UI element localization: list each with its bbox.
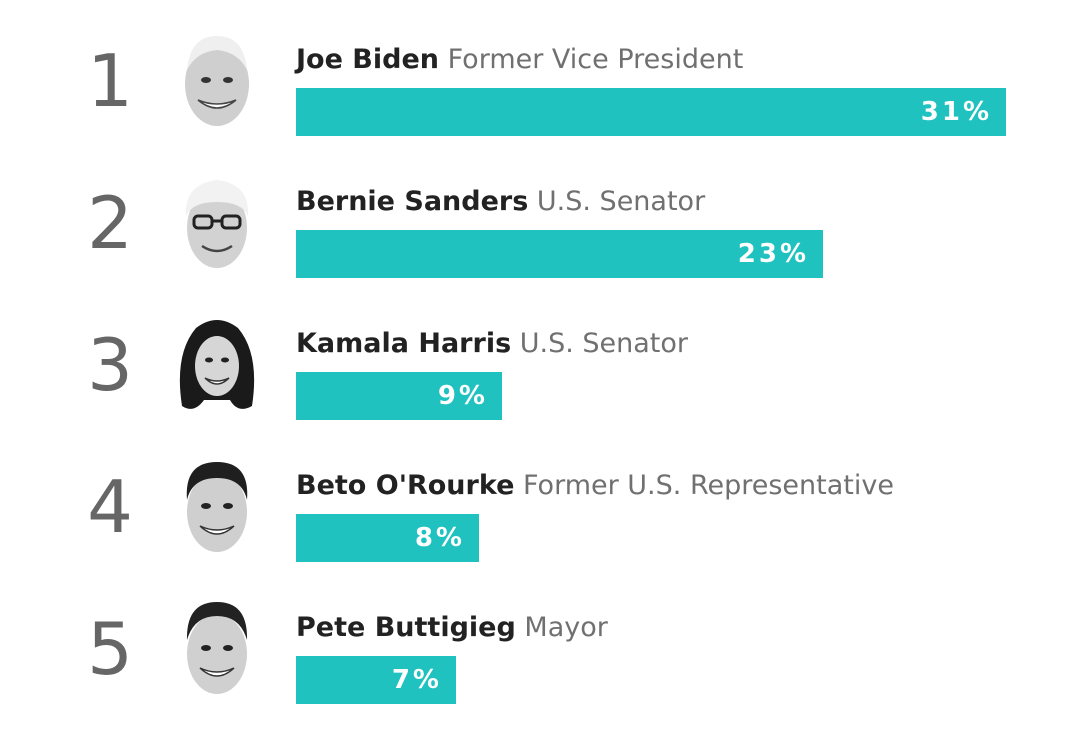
- candidate-row-2: 2 Bernie Sanders U.S. Senator 23%: [0, 172, 1074, 314]
- rank-number: 5: [87, 607, 133, 691]
- bar-kamala-harris: 9%: [296, 372, 502, 420]
- bernie-sanders-portrait: [178, 172, 256, 272]
- candidate-role: U.S. Senator: [536, 186, 706, 217]
- bar-value-label: 31%: [920, 97, 992, 127]
- beto-orourke-portrait: [178, 456, 256, 556]
- candidate-role: Former Vice President: [447, 44, 744, 75]
- rank-number: 1: [87, 39, 133, 123]
- pete-buttigieg-portrait: [178, 598, 256, 698]
- kamala-harris-portrait: [178, 314, 256, 414]
- bar-value-label: 23%: [737, 239, 809, 269]
- joe-biden-portrait: [178, 30, 256, 130]
- rank-number: 3: [87, 323, 133, 407]
- bar-value-label: 9%: [437, 381, 488, 411]
- candidate-row-4: 4 Beto O'Rourke Former U.S. Representati…: [0, 456, 1074, 598]
- bar-bernie-sanders: 23%: [296, 230, 823, 278]
- bar-beto-orourke: 8%: [296, 514, 479, 562]
- candidate-name: Pete Buttigieg: [296, 612, 516, 643]
- bar-value-label: 7%: [391, 665, 442, 695]
- bar-value-label: 8%: [414, 523, 465, 553]
- rank-number: 2: [87, 181, 133, 265]
- candidate-role: Former U.S. Representative: [522, 470, 894, 501]
- candidate-role: U.S. Senator: [519, 328, 689, 359]
- candidate-row-5: 5 Pete Buttigieg Mayor 7%: [0, 598, 1074, 740]
- candidate-name: Joe Biden: [296, 44, 440, 75]
- candidate-row-1: 1 Joe Biden Former Vice President 31%: [0, 30, 1074, 172]
- bar-joe-biden: 31%: [296, 88, 1006, 136]
- candidate-name: Kamala Harris: [296, 328, 512, 359]
- candidate-name: Bernie Sanders: [296, 186, 529, 217]
- candidate-role: Mayor: [524, 612, 608, 643]
- rank-number: 4: [87, 465, 133, 549]
- candidate-row-3: 3 Kamala Harris U.S. Senator 9%: [0, 314, 1074, 456]
- bar-pete-buttigieg: 7%: [296, 656, 456, 704]
- candidate-name: Beto O'Rourke: [296, 470, 515, 501]
